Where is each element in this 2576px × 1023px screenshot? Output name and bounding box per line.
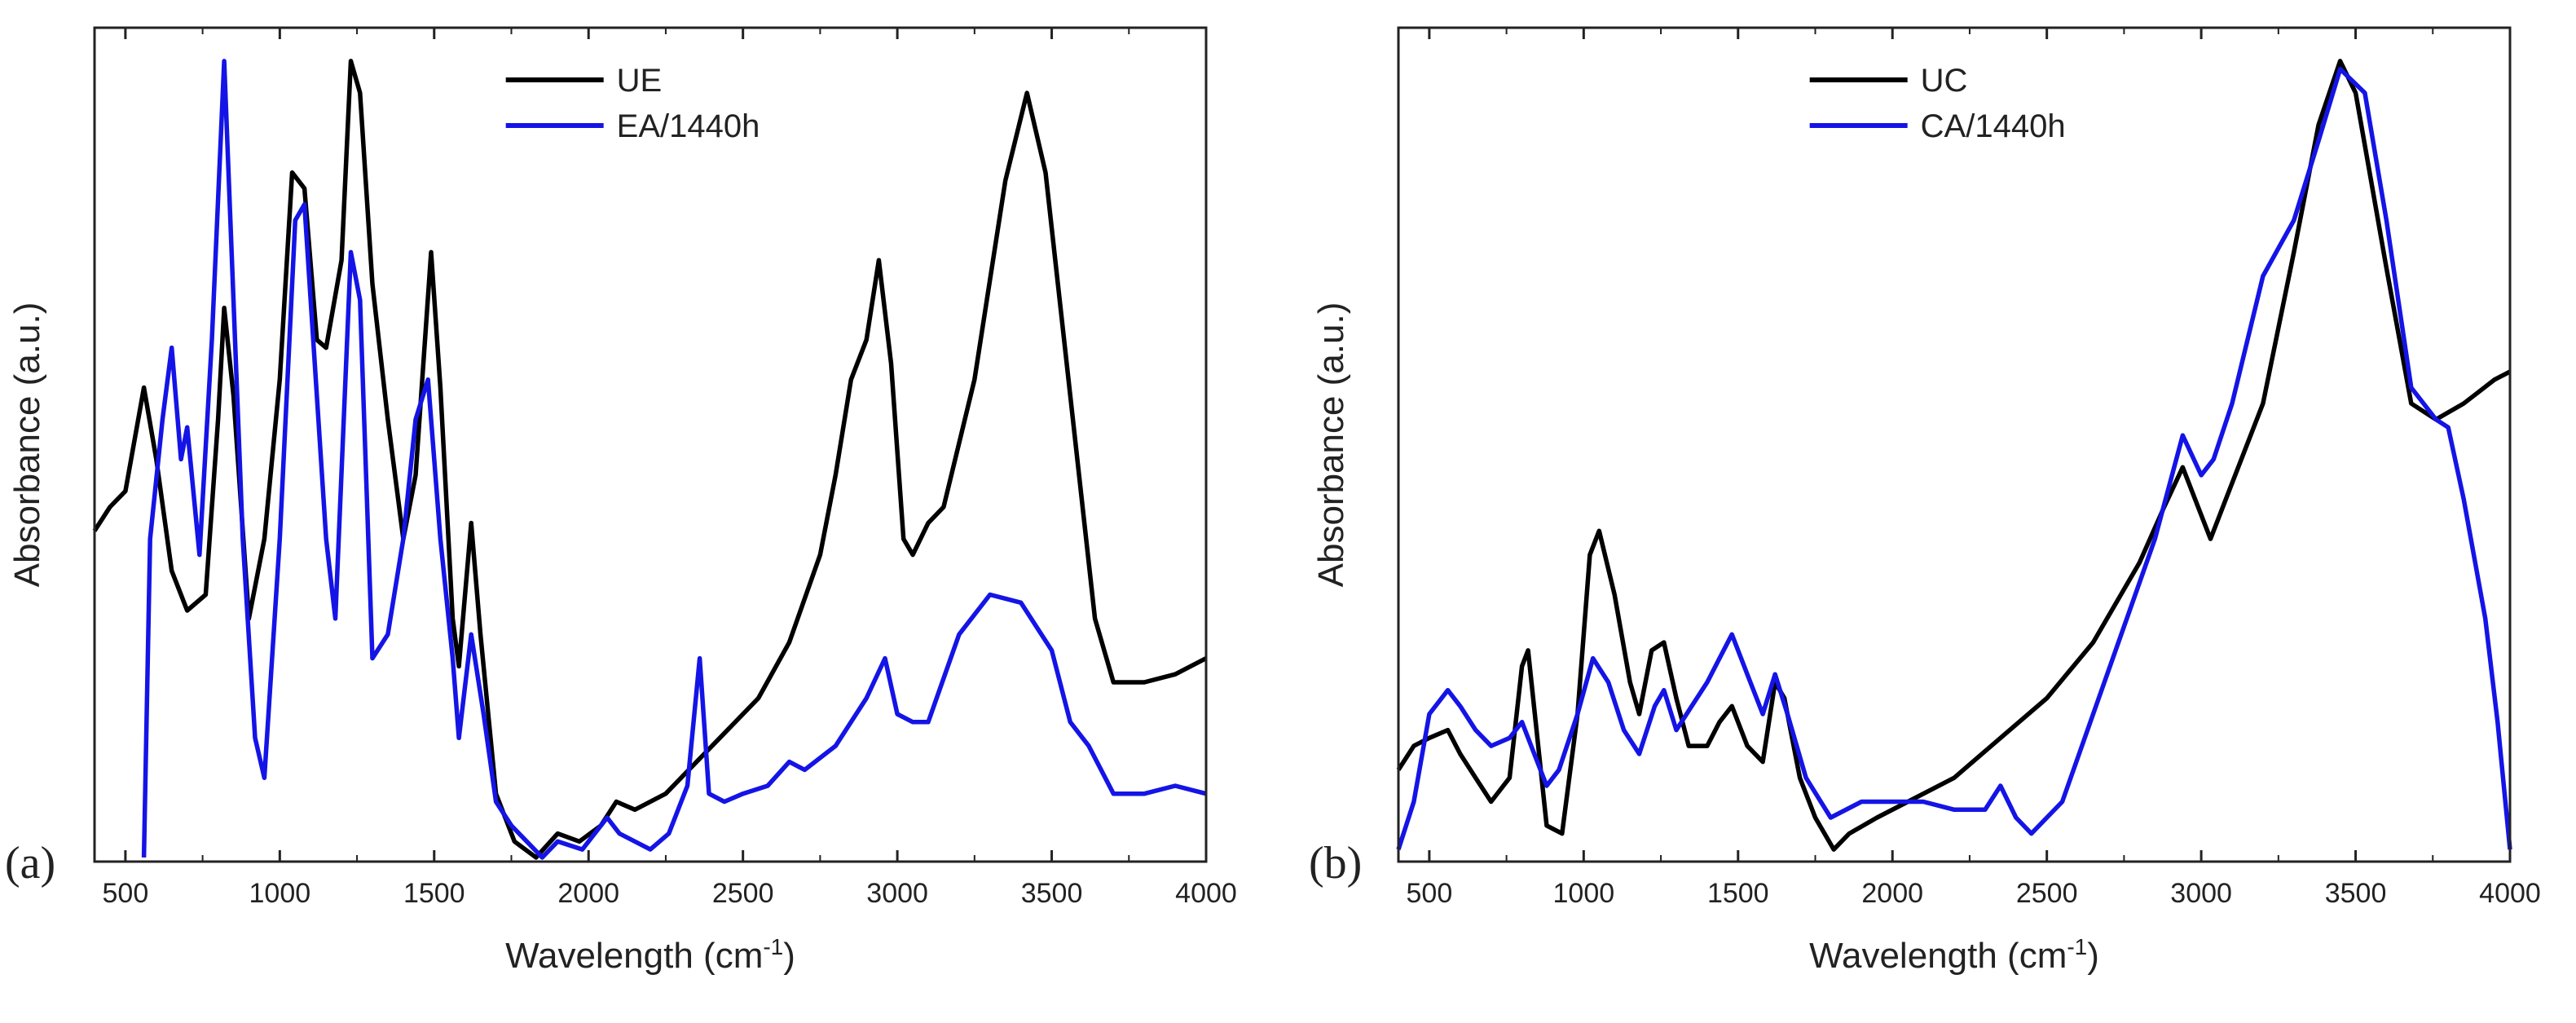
- chart-panel-a: 500 1000 1500 2000 2500 3000 3500 4000 Wavelengt…: [0, 0, 1271, 1023]
- plot-frame: [93, 26, 1208, 863]
- plot-frame: [1397, 26, 2512, 863]
- x-tick-label: 1000: [249, 878, 311, 909]
- x-tick-label: 1500: [403, 878, 465, 909]
- x-axis-title: Wavelength (cm-1): [1809, 934, 2099, 976]
- x-tick-label: 4000: [1175, 878, 1237, 909]
- legend-label: UE: [617, 63, 663, 99]
- y-axis-title: Absorbance (a.u.): [1311, 302, 1351, 588]
- legend-label: UC: [1921, 63, 1968, 99]
- x-tick-label: 1000: [1553, 878, 1615, 909]
- x-tick-label: 3000: [866, 878, 928, 909]
- x-tick-label: 3500: [2325, 878, 2387, 909]
- panel-label: (b): [1309, 838, 1362, 889]
- x-tick-label: 4000: [2479, 878, 2541, 909]
- x-tick-label: 2000: [557, 878, 619, 909]
- x-tick-label: 3500: [1021, 878, 1083, 909]
- chart-a-svg: 500 1000 1500 2000 2500 3000 3500 4000 Wavelengt…: [5, 26, 1237, 976]
- x-tick-label: 2000: [1861, 878, 1923, 909]
- x-tick-label: 3000: [2170, 878, 2232, 909]
- series-line-ca-1440h: [1396, 66, 2512, 850]
- x-axis-title: Wavelength (cm-1): [505, 934, 795, 976]
- panel-label: (a): [5, 838, 55, 889]
- legend-label: EA/1440h: [617, 108, 760, 144]
- x-tick-label: 500: [103, 878, 149, 909]
- x-tick-label: 2500: [712, 878, 774, 909]
- series-line-uc: [1396, 59, 2512, 852]
- series-line-ue: [92, 59, 1208, 860]
- chart-panel-b: 500 1000 1500 2000 2500 3000 3500 4000 Wavelengt…: [1304, 0, 2575, 1023]
- x-tick-label: 2500: [2016, 878, 2078, 909]
- y-axis-title: Absorbance (a.u.): [7, 302, 47, 588]
- series-line-ea-1440h: [141, 59, 1207, 860]
- legend-label: CA/1440h: [1921, 108, 2066, 144]
- x-tick-label: 1500: [1707, 878, 1769, 909]
- x-tick-label: 500: [1407, 878, 1453, 909]
- chart-b-svg: 500 1000 1500 2000 2500 3000 3500 4000 Wavelengt…: [1309, 26, 2541, 976]
